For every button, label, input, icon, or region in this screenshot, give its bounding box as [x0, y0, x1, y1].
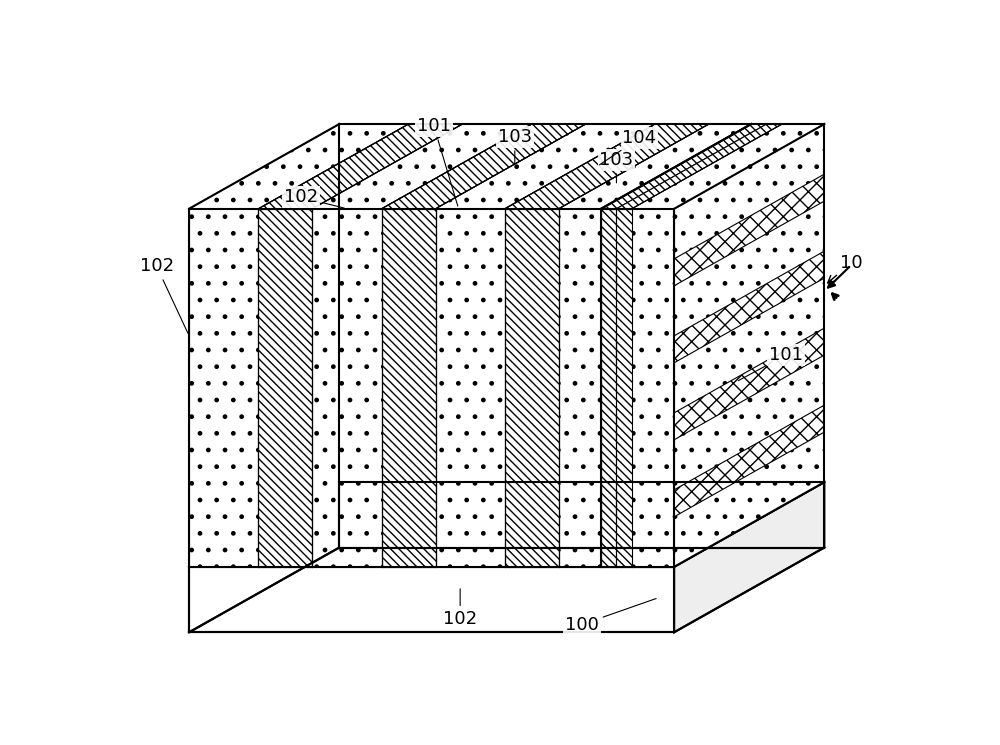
- Polygon shape: [601, 124, 767, 209]
- Polygon shape: [189, 567, 674, 633]
- Polygon shape: [189, 209, 674, 567]
- Text: 104: 104: [600, 129, 657, 165]
- Polygon shape: [632, 124, 824, 209]
- Text: 10: 10: [828, 253, 863, 283]
- Polygon shape: [601, 209, 674, 567]
- Polygon shape: [674, 328, 824, 440]
- Text: 102: 102: [140, 258, 188, 333]
- Polygon shape: [189, 124, 824, 209]
- Text: 100: 100: [565, 598, 656, 633]
- Polygon shape: [632, 209, 674, 567]
- Text: 102: 102: [284, 188, 344, 208]
- Text: 101: 101: [738, 346, 803, 381]
- Polygon shape: [382, 209, 436, 567]
- Polygon shape: [674, 174, 824, 286]
- Polygon shape: [674, 482, 824, 633]
- Text: 102: 102: [443, 589, 477, 628]
- Polygon shape: [601, 124, 824, 209]
- Polygon shape: [505, 124, 709, 209]
- Text: 101: 101: [417, 118, 458, 206]
- Text: 103: 103: [498, 128, 532, 164]
- Polygon shape: [382, 124, 586, 209]
- Polygon shape: [616, 124, 782, 209]
- Polygon shape: [674, 251, 824, 363]
- Polygon shape: [189, 482, 824, 567]
- Polygon shape: [505, 209, 559, 567]
- Polygon shape: [258, 209, 312, 567]
- Polygon shape: [258, 124, 462, 209]
- Text: 103: 103: [599, 151, 634, 183]
- Polygon shape: [674, 405, 824, 517]
- Polygon shape: [674, 124, 824, 567]
